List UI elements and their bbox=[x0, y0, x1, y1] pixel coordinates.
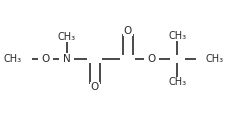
Text: O: O bbox=[147, 54, 156, 64]
Text: N: N bbox=[63, 54, 70, 64]
Text: O: O bbox=[41, 54, 50, 64]
Text: CH₃: CH₃ bbox=[58, 32, 76, 42]
Text: CH₃: CH₃ bbox=[168, 77, 186, 87]
Text: O: O bbox=[91, 82, 99, 93]
Text: O: O bbox=[124, 25, 132, 36]
Text: CH₃: CH₃ bbox=[4, 54, 22, 64]
Text: CH₃: CH₃ bbox=[206, 54, 224, 64]
Text: CH₃: CH₃ bbox=[168, 31, 186, 41]
